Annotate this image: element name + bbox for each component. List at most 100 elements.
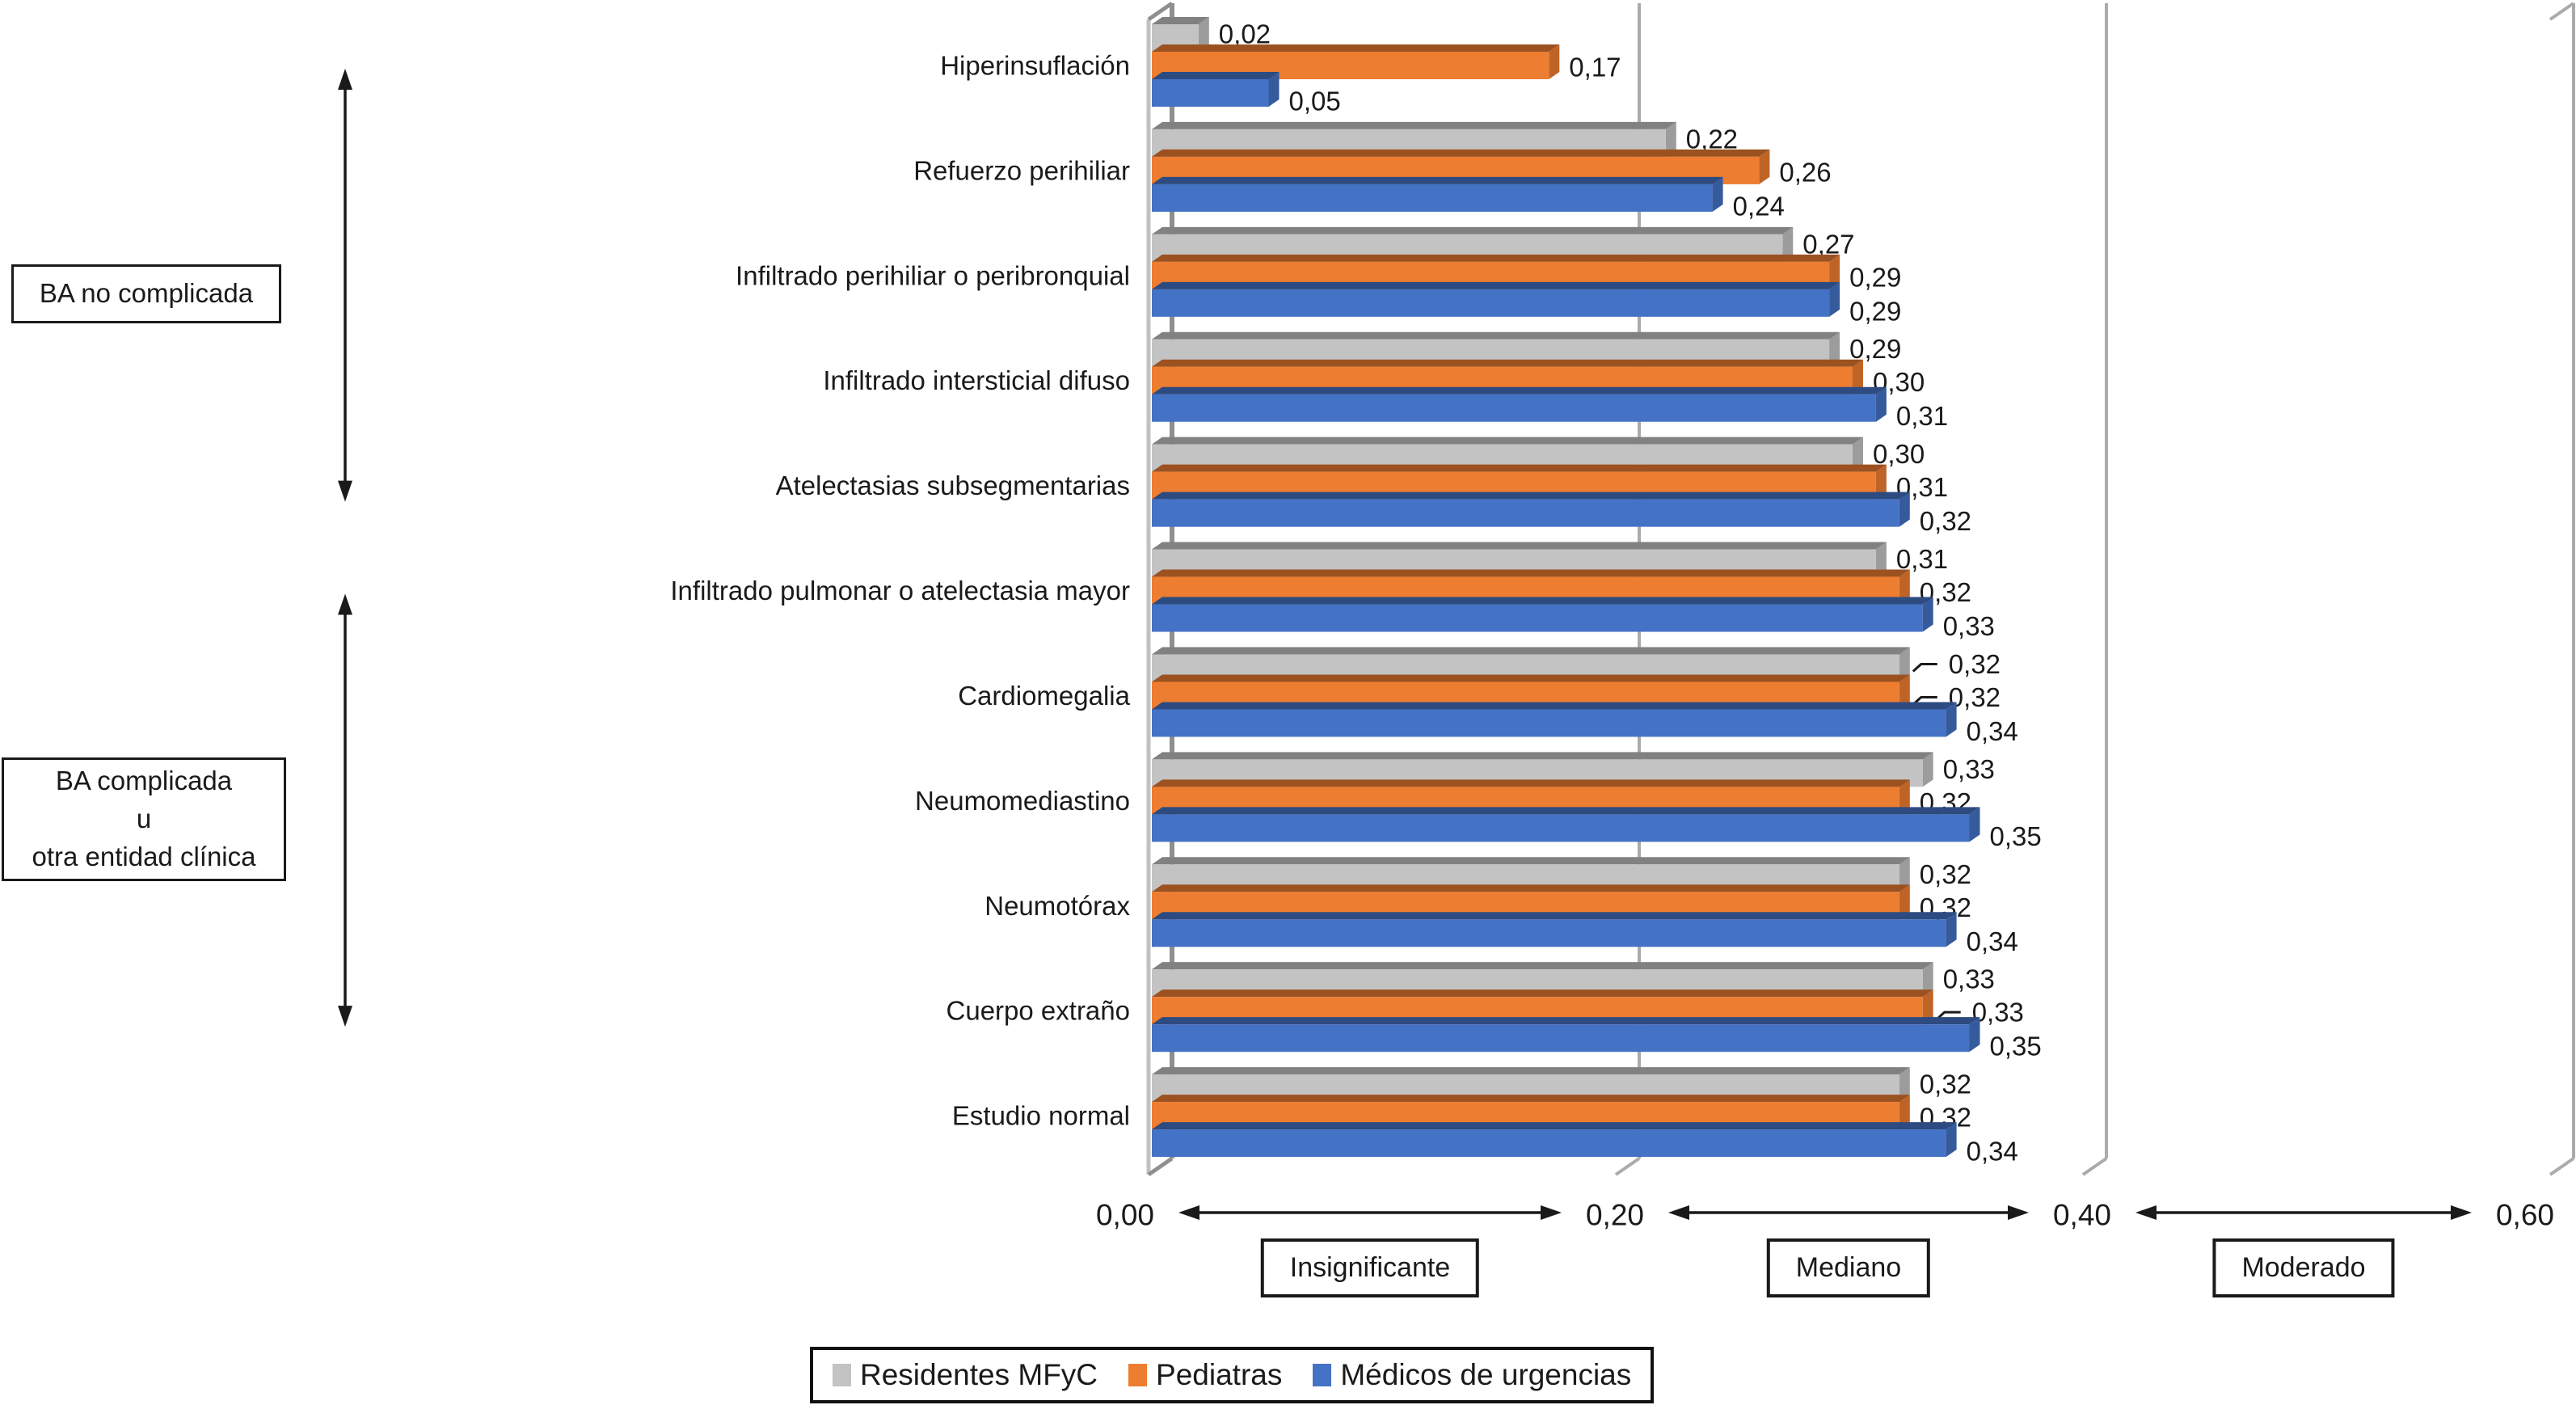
- bar-top-face: [1152, 912, 1957, 920]
- bar-top-face: [1152, 674, 1910, 682]
- category-label: Infiltrado intersticial difuso: [823, 365, 1130, 395]
- arrowhead: [1668, 1205, 1689, 1220]
- bar-side-face: [1946, 702, 1957, 737]
- bar-m-dicos-de-urgencias: [1152, 1024, 1970, 1053]
- bar-side-face: [1922, 989, 1933, 1025]
- bar-side-face: [1922, 752, 1933, 787]
- arrowhead: [2451, 1205, 2472, 1220]
- bar-side-face: [1853, 437, 1863, 472]
- value-label: 0,34: [1967, 1137, 2018, 1167]
- bar-top-face: [1152, 44, 1560, 52]
- bar-side-face: [1875, 464, 1887, 500]
- value-label: 0,33: [1943, 754, 1995, 784]
- bar-top-face: [1152, 1067, 1910, 1075]
- arrowhead: [338, 1006, 352, 1027]
- gridline-foot: [2549, 1157, 2575, 1176]
- annotation-box-line: u: [136, 804, 152, 834]
- value-label: 0,33: [1943, 611, 1995, 641]
- bar-side-face: [1899, 779, 1910, 815]
- gridline-foot: [2081, 1157, 2108, 1176]
- bar-m-dicos-de-urgencias: [1152, 79, 1269, 107]
- bar-top-face: [1152, 1122, 1957, 1130]
- bar-m-dicos-de-urgencias: [1152, 499, 1899, 527]
- bar-m-dicos-de-urgencias: [1152, 709, 1946, 737]
- bar-side-face: [1899, 674, 1910, 710]
- category-label: Infiltrado perihiliar o peribronquial: [736, 260, 1130, 290]
- value-label: 0,29: [1849, 334, 1901, 364]
- value-label: 0,32: [1920, 506, 1971, 536]
- bar-top-face: [1152, 121, 1676, 129]
- bar-top-face: [1152, 437, 1863, 445]
- category-label: Cardiomegalia: [958, 681, 1130, 711]
- bar-side-face: [1712, 176, 1723, 212]
- axis-tick-label: 0,00: [1096, 1199, 1154, 1232]
- legend-label: Residentes MFyC: [860, 1358, 1098, 1391]
- bar-side-face: [1922, 597, 1933, 632]
- axis-tick-label: 0,60: [2496, 1199, 2554, 1232]
- arrowhead: [338, 480, 352, 502]
- bar-side-face: [1829, 281, 1840, 317]
- value-label: 0,33: [1943, 964, 1995, 994]
- bar-side-face: [1549, 44, 1560, 79]
- bar-top-face: [1152, 962, 1933, 970]
- axis-zone-box-mediano: Mediano: [1766, 1238, 1931, 1297]
- value-label: 0,05: [1289, 86, 1341, 116]
- value-label: 0,35: [1990, 1032, 2042, 1061]
- axis-zone-box-insignificante: Insignificante: [1260, 1238, 1480, 1297]
- bar-top-face: [1152, 1095, 1910, 1103]
- bar-side-face: [1899, 647, 1910, 682]
- legend-swatch-icon: [833, 1364, 851, 1386]
- bar-side-face: [1759, 149, 1770, 184]
- bar-m-dicos-de-urgencias: [1152, 184, 1713, 212]
- bar-m-dicos-de-urgencias: [1152, 919, 1946, 947]
- bar-top-face: [1152, 386, 1887, 394]
- axis-tick-label: 0,20: [1586, 1199, 1644, 1232]
- bar-top-face: [1152, 149, 1770, 157]
- bar-m-dicos-de-urgencias: [1152, 814, 1970, 842]
- bar-side-face: [1782, 226, 1794, 262]
- annotation-box-ba-complicada: BA complicada u otra entidad clínica: [2, 757, 286, 881]
- bar-top-face: [1152, 779, 1910, 787]
- label-leader-line: [1912, 662, 1937, 673]
- value-label: 0,30: [1873, 439, 1925, 469]
- legend-item: Residentes MFyC: [833, 1358, 1098, 1392]
- value-label: 0,26: [1779, 157, 1831, 187]
- bar-top-face: [1152, 281, 1840, 289]
- value-label: 0,32: [1949, 649, 2001, 679]
- category-label: Neumotórax: [984, 891, 1130, 921]
- bar-top-face: [1152, 569, 1910, 577]
- category-label: Estudio normal: [952, 1101, 1130, 1131]
- wall-top-edge: [2549, 2, 2575, 21]
- bar-side-face: [1829, 254, 1840, 289]
- bar-top-face: [1152, 807, 1980, 815]
- value-label: 0,22: [1686, 124, 1738, 154]
- legend: Residentes MFyC Pediatras Médicos de urgen…: [810, 1347, 1655, 1403]
- bar-top-face: [1152, 254, 1840, 262]
- wall-top-edge: [1147, 1, 1174, 22]
- category-label: Refuerzo perihiliar: [913, 155, 1130, 185]
- value-label: 0,31: [1896, 544, 1948, 574]
- annotation-box-label: BA no complicada: [39, 278, 254, 309]
- value-label: 0,32: [1920, 1070, 1971, 1099]
- bar-top-face: [1152, 464, 1887, 472]
- legend-item: Médicos de urgencias: [1313, 1358, 1631, 1392]
- legend-swatch-icon: [1313, 1364, 1332, 1386]
- annotation-box-ba-no-complicada: BA no complicada: [11, 264, 281, 323]
- value-label: 0,02: [1219, 19, 1271, 49]
- value-label: 0,35: [1990, 821, 2042, 851]
- value-label: 0,33: [1972, 998, 2024, 1027]
- value-label: 0,29: [1849, 262, 1901, 292]
- axis-zone-box-moderado: Moderado: [2212, 1238, 2395, 1297]
- bar-m-dicos-de-urgencias: [1152, 604, 1923, 632]
- value-label: 0,17: [1569, 53, 1621, 82]
- bar-top-face: [1152, 597, 1933, 605]
- bar-top-face: [1152, 752, 1933, 760]
- category-label: Neumomediastino: [915, 786, 1130, 816]
- bar-top-face: [1152, 884, 1910, 892]
- category-label: Hiperinsuflación: [940, 51, 1130, 81]
- legend-label: Pediatras: [1156, 1358, 1283, 1391]
- category-label: Atelectasias subsegmentarias: [776, 470, 1130, 500]
- bar-side-face: [1665, 121, 1676, 157]
